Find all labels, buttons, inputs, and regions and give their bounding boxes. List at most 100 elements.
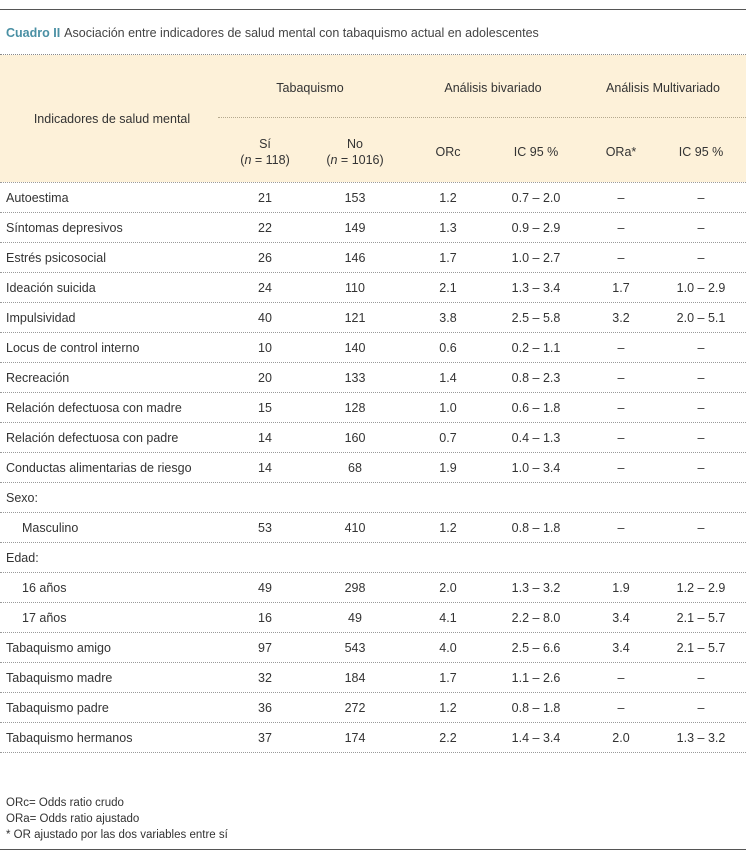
cell-ic95: 0.8 – 2.3 <box>511 371 561 385</box>
cell-ora: – <box>617 191 625 205</box>
cell-orc: 3.8 <box>439 311 457 325</box>
cell-ic95 <box>500 483 572 513</box>
cell-ora: – <box>617 431 625 445</box>
cell-no: 128 <box>344 401 366 415</box>
header-tabaquismo: Tabaquismo <box>276 81 344 95</box>
cell-orc: 0.6 <box>439 341 457 355</box>
cell-ora: – <box>617 671 625 685</box>
cell-si: 32 <box>258 671 272 685</box>
cell-si <box>230 483 300 513</box>
caption-title: Asociación entre indicadores de salud me… <box>64 26 539 40</box>
cell-si: 10 <box>258 341 272 355</box>
cell-si: 53 <box>258 521 272 535</box>
cell-si: 24 <box>258 281 272 295</box>
cell-si: 49 <box>258 581 272 595</box>
cell-no <box>320 543 390 573</box>
cell-no: 68 <box>348 461 362 475</box>
cell-ic95-multivariado: – <box>697 461 705 475</box>
cell-ic95-multivariado: 1.0 – 2.9 <box>676 281 726 295</box>
cell-ic95: 1.0 – 3.4 <box>511 461 561 475</box>
table-row: Conductas alimentarias de riesgo 14 68 1.9 1… <box>0 452 746 482</box>
table-row: 17 años 16 49 4.1 2.2 – 8.0 3.4 2.1 – 5.7 <box>0 602 746 632</box>
caption-label: Cuadro II <box>6 26 61 40</box>
cell-orc: 1.4 <box>439 371 457 385</box>
cell-ora: – <box>617 521 625 535</box>
cell-ic95-multivariado: 1.2 – 2.9 <box>676 581 726 595</box>
cell-orc: 1.2 <box>439 701 457 715</box>
cell-no: 49 <box>348 611 362 625</box>
cell-ic95-multivariado: – <box>697 701 705 715</box>
row-label: Relación defectuosa con madre <box>6 401 182 415</box>
cell-ic95-multivariado: – <box>697 221 705 235</box>
cell-si: 97 <box>258 641 272 655</box>
cell-orc: 4.0 <box>439 641 457 655</box>
table-notes: ORc= Odds ratio crudo ORa= Odds ratio aj… <box>6 795 228 843</box>
row-label: Tabaquismo amigo <box>6 641 111 655</box>
cell-si <box>230 543 300 573</box>
table-row: Síntomas depresivos 22 149 1.3 0.9 – 2.9 – – <box>0 212 746 242</box>
header-orc: ORc <box>435 145 461 159</box>
cell-ora: 1.7 <box>612 281 630 295</box>
row-label: Relación defectuosa con padre <box>6 431 179 445</box>
bottom-rule <box>0 849 746 850</box>
cell-no <box>320 483 390 513</box>
header-ic95-multivariado: IC 95 % <box>678 145 724 159</box>
table-row: Ideación suicida 24 110 2.1 1.3 – 3.4 1.7 1.0 … <box>0 272 746 302</box>
cell-no: 110 <box>345 281 365 295</box>
cell-ic95: 1.3 – 3.2 <box>511 581 561 595</box>
cell-ic95-multivariado: 1.3 – 3.2 <box>676 731 726 745</box>
caption-rule <box>0 54 746 55</box>
header-si-label: Sí <box>259 137 271 151</box>
cell-ora: – <box>617 371 625 385</box>
header-no: No (n = 1016) <box>320 136 390 168</box>
header-ic95: IC 95 % <box>513 145 559 159</box>
cell-orc: 0.7 <box>439 431 457 445</box>
row-label: Masculino <box>22 521 79 535</box>
row-label: Autoestima <box>6 191 69 205</box>
cell-ic95: 1.4 – 3.4 <box>511 731 561 745</box>
cell-orc: 1.9 <box>439 461 457 475</box>
row-label: Tabaquismo madre <box>6 671 113 685</box>
row-label: Sexo: <box>6 491 38 505</box>
top-rule <box>0 9 746 10</box>
cell-si: 14 <box>258 431 272 445</box>
cell-ora <box>586 543 656 573</box>
cell-ic95-multivariado <box>665 543 737 573</box>
cell-ic95-multivariado: 2.1 – 5.7 <box>676 611 726 625</box>
cell-si: 21 <box>258 191 272 205</box>
table-row: 16 años 49 298 2.0 1.3 – 3.2 1.9 1.2 – 2.9 <box>0 572 746 602</box>
cell-si: 14 <box>258 461 272 475</box>
cell-ic95-multivariado: 2.0 – 5.1 <box>676 311 726 325</box>
cell-ora: – <box>617 251 625 265</box>
cell-no: 146 <box>344 251 366 265</box>
cell-si: 37 <box>258 731 272 745</box>
cell-orc: 2.1 <box>439 281 457 295</box>
cell-no: 133 <box>344 371 366 385</box>
header-no-label: No <box>347 137 363 151</box>
row-label: Locus de control interno <box>6 341 140 355</box>
cell-ic95-multivariado: – <box>697 251 705 265</box>
cell-ic95: 0.8 – 1.8 <box>511 521 561 535</box>
cell-orc: 2.0 <box>439 581 457 595</box>
cell-orc: 1.2 <box>439 521 457 535</box>
cell-ic95: 2.2 – 8.0 <box>511 611 561 625</box>
header-multivariado: Análisis Multivariado <box>606 81 720 95</box>
cell-ic95: 0.4 – 1.3 <box>511 431 561 445</box>
table-row: Tabaquismo madre 32 184 1.7 1.1 – 2.6 – – <box>0 662 746 692</box>
cell-ora: – <box>617 461 625 475</box>
cell-orc: 4.1 <box>439 611 457 625</box>
cell-ic95-multivariado: – <box>697 341 705 355</box>
cell-ic95-multivariado: – <box>697 401 705 415</box>
row-label: 17 años <box>22 611 67 625</box>
table-row: Estrés psicosocial 26 146 1.7 1.0 – 2.7 – – <box>0 242 746 272</box>
cell-no: 153 <box>344 191 366 205</box>
header-bivariado: Análisis bivariado <box>444 81 542 95</box>
cell-ic95-multivariado: – <box>697 521 705 535</box>
cell-si: 15 <box>258 401 272 415</box>
cell-ic95-multivariado: – <box>697 671 705 685</box>
cell-si: 26 <box>258 251 272 265</box>
cell-orc: 1.7 <box>439 671 457 685</box>
table-row: Relación defectuosa con madre 15 128 1.0 0.6… <box>0 392 746 422</box>
header-si-n: (n = 118) <box>240 153 290 167</box>
cell-ic95: 1.1 – 2.6 <box>511 671 561 685</box>
